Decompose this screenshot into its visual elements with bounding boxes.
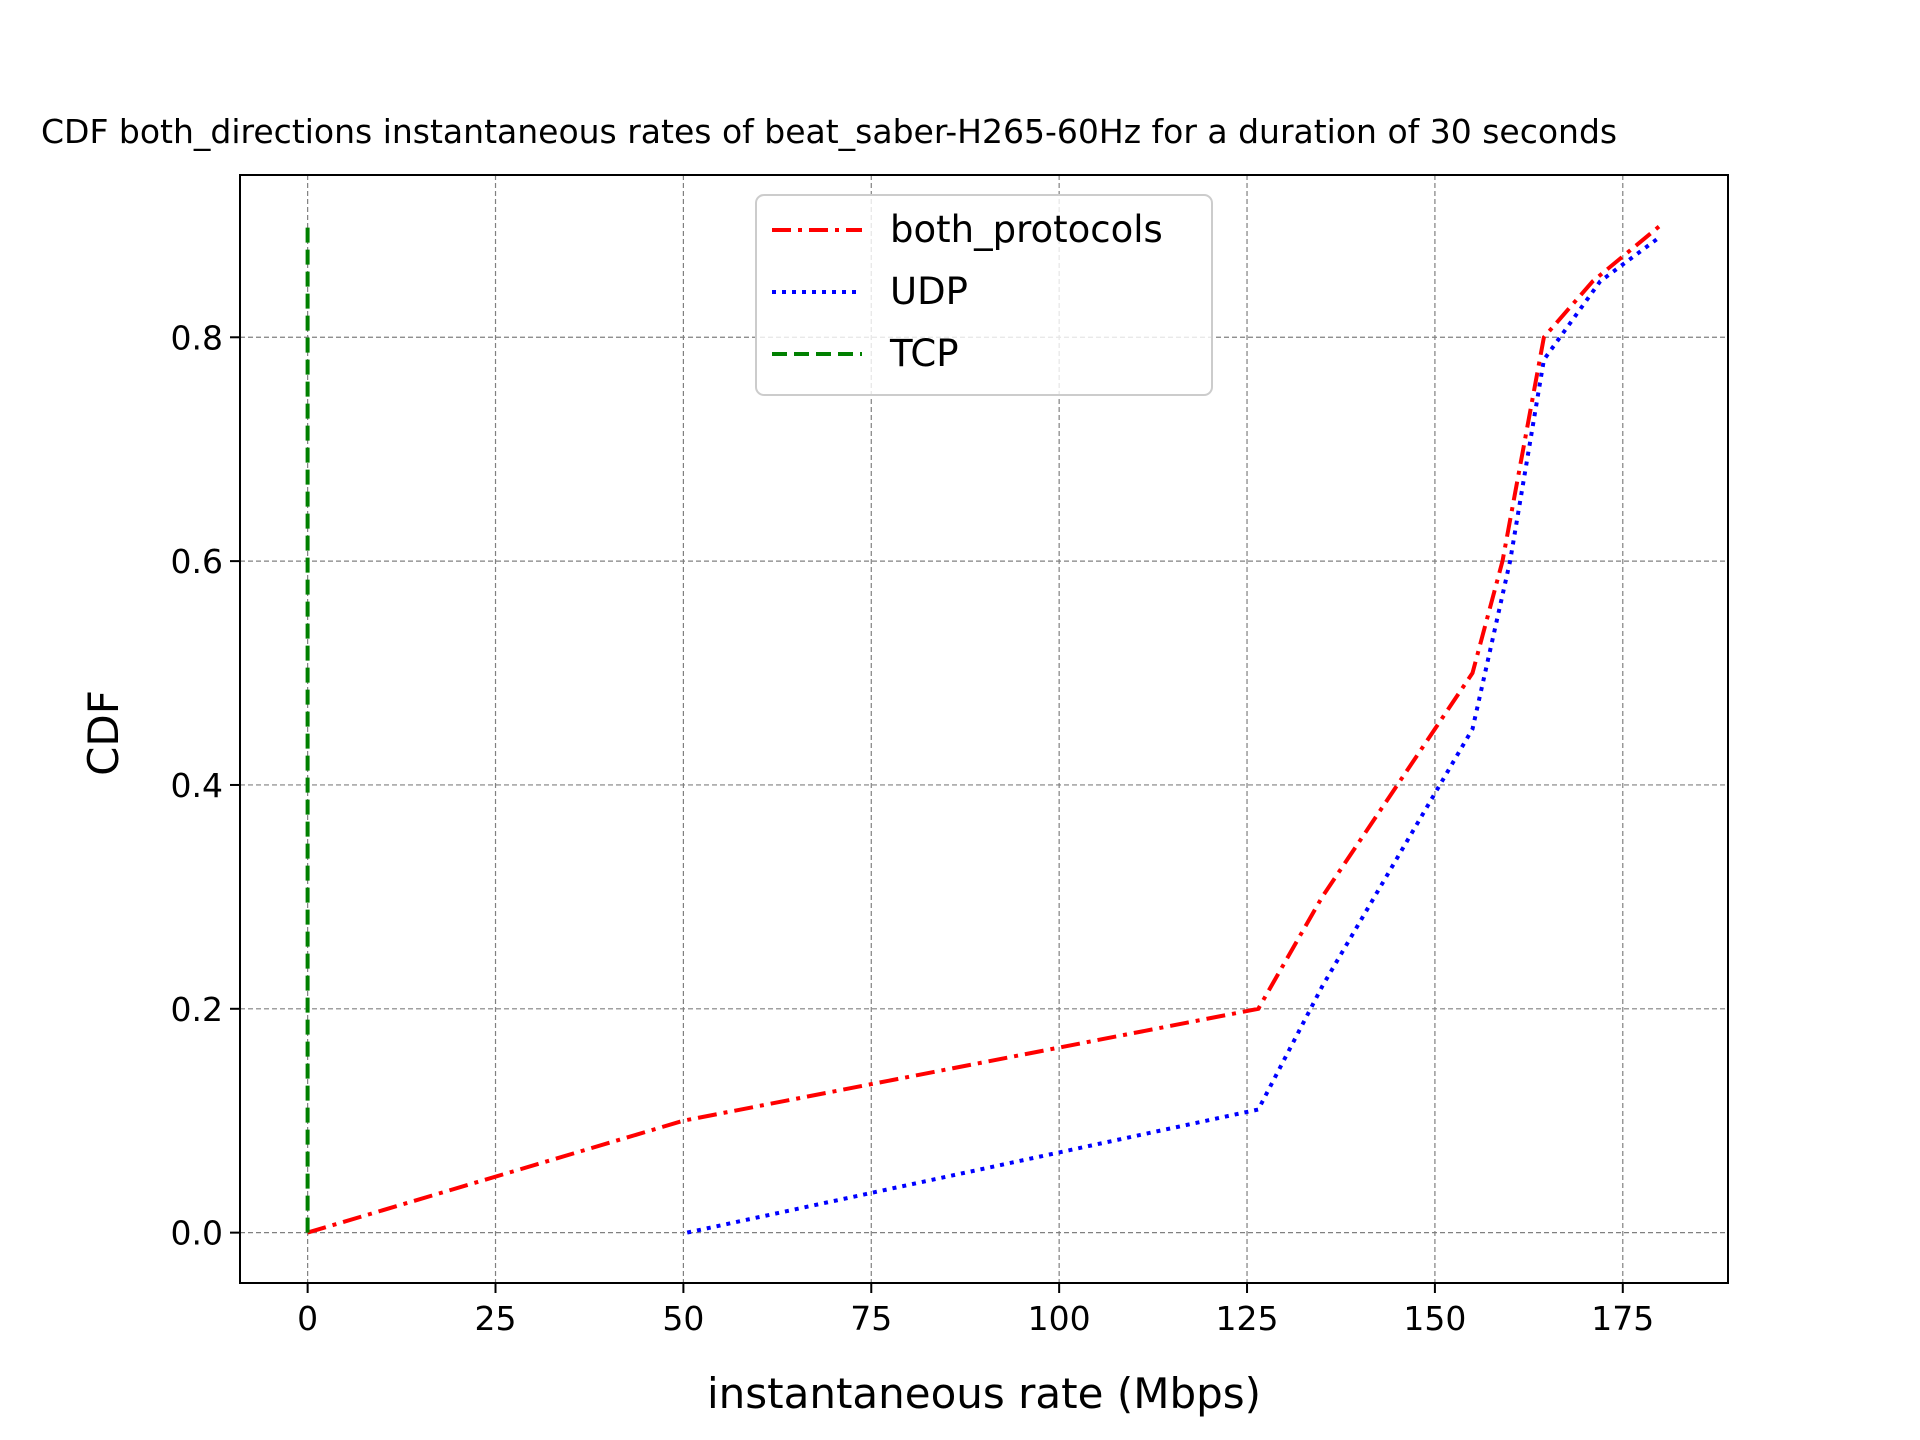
x-axis-label: instantaneous rate (Mbps)	[707, 1369, 1261, 1418]
y-tick-label: 0.2	[171, 990, 223, 1029]
chart-title: CDF both_directions instantaneous rates …	[41, 112, 1617, 151]
y-tick-label: 0.8	[171, 318, 223, 357]
legend-label-both_protocols: both_protocols	[890, 208, 1163, 251]
plot-series	[305, 223, 1662, 1235]
x-tick-label: 125	[1216, 1299, 1279, 1338]
x-tick-label: 75	[850, 1299, 892, 1338]
x-tick-label: 150	[1403, 1299, 1466, 1338]
y-tick-label: 0.0	[171, 1214, 223, 1253]
legend: both_protocols UDP TCP	[755, 194, 1213, 396]
plot-frame	[239, 174, 1729, 1284]
series-line-both_protocols	[307, 223, 1662, 1235]
x-tick-label: 0	[297, 1299, 318, 1338]
legend-label-UDP: UDP	[890, 270, 968, 313]
x-tick-label: 50	[662, 1299, 704, 1338]
legend-label-TCP: TCP	[889, 332, 959, 375]
x-tick-label: 25	[475, 1299, 517, 1338]
y-tick-label: 0.6	[171, 542, 223, 581]
x-tick-label: 100	[1028, 1299, 1091, 1338]
x-tick-label: 175	[1591, 1299, 1654, 1338]
axis-ticks: 0 25 50 75 100 125 150 175 0.0 0.2 0.4 0.6 0.8	[171, 318, 1655, 1338]
y-tick-label: 0.4	[171, 766, 223, 805]
y-axis-label: CDF	[79, 690, 128, 776]
legend-box	[755, 194, 1213, 396]
